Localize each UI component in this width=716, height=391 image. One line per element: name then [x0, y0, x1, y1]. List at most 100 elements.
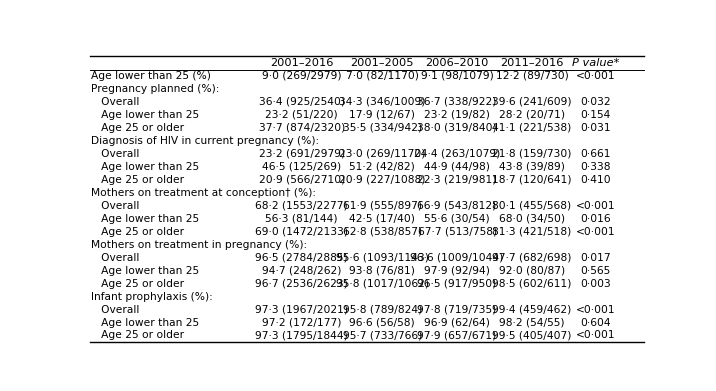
- Text: 42·5 (17/40): 42·5 (17/40): [349, 214, 415, 224]
- Text: 68·2 (1553/2277): 68·2 (1553/2277): [256, 201, 348, 211]
- Text: 96·9 (62/64): 96·9 (62/64): [424, 317, 490, 328]
- Text: 18·7 (120/641): 18·7 (120/641): [493, 175, 572, 185]
- Text: 28·2 (20/71): 28·2 (20/71): [499, 110, 565, 120]
- Text: 61·9 (555/897): 61·9 (555/897): [343, 201, 422, 211]
- Text: 96·6 (56/58): 96·6 (56/58): [349, 317, 415, 328]
- Text: Age 25 or older: Age 25 or older: [91, 175, 184, 185]
- Text: <0·001: <0·001: [576, 227, 616, 237]
- Text: 56·3 (81/144): 56·3 (81/144): [266, 214, 338, 224]
- Text: Mothers on treatment at conception† (%):: Mothers on treatment at conception† (%):: [91, 188, 316, 198]
- Text: 55·6 (30/54): 55·6 (30/54): [425, 214, 490, 224]
- Text: 93·8 (76/81): 93·8 (76/81): [349, 265, 415, 276]
- Text: 96·5 (2784/2885): 96·5 (2784/2885): [256, 253, 348, 263]
- Text: 96·5 (917/950): 96·5 (917/950): [417, 278, 497, 289]
- Text: 80·1 (455/568): 80·1 (455/568): [493, 201, 571, 211]
- Text: Overall: Overall: [91, 149, 139, 159]
- Text: 23·0 (269/1170): 23·0 (269/1170): [339, 149, 425, 159]
- Text: 51·2 (42/82): 51·2 (42/82): [349, 162, 415, 172]
- Text: Age 25 or older: Age 25 or older: [91, 227, 184, 237]
- Text: Age lower than 25: Age lower than 25: [91, 317, 199, 328]
- Text: 35·5 (334/942): 35·5 (334/942): [343, 123, 422, 133]
- Text: 12·2 (89/730): 12·2 (89/730): [495, 71, 569, 81]
- Text: 98·2 (54/55): 98·2 (54/55): [499, 317, 565, 328]
- Text: 0·003: 0·003: [581, 278, 611, 289]
- Text: Overall: Overall: [91, 97, 139, 107]
- Text: 38·0 (319/840): 38·0 (319/840): [417, 123, 497, 133]
- Text: Age lower than 25: Age lower than 25: [91, 162, 199, 172]
- Text: 2001–2005: 2001–2005: [350, 58, 414, 68]
- Text: 9·0 (269/2979): 9·0 (269/2979): [262, 71, 342, 81]
- Text: <0·001: <0·001: [576, 71, 616, 81]
- Text: Age lower than 25: Age lower than 25: [91, 214, 199, 224]
- Text: 95·8 (1017/1062): 95·8 (1017/1062): [336, 278, 429, 289]
- Text: 36·7 (338/922): 36·7 (338/922): [417, 97, 497, 107]
- Text: 0·338: 0·338: [581, 162, 611, 172]
- Text: 96·7 (2536/2623): 96·7 (2536/2623): [256, 278, 348, 289]
- Text: 0·016: 0·016: [581, 214, 611, 224]
- Text: <0·001: <0·001: [576, 330, 616, 341]
- Text: 39·6 (241/609): 39·6 (241/609): [493, 97, 572, 107]
- Text: Pregnancy planned (%):: Pregnancy planned (%):: [91, 84, 219, 94]
- Text: 2006–2010: 2006–2010: [425, 58, 489, 68]
- Text: 66·9 (543/812): 66·9 (543/812): [417, 201, 497, 211]
- Text: 20·9 (227/1088): 20·9 (227/1088): [339, 175, 425, 185]
- Text: Age 25 or older: Age 25 or older: [91, 278, 184, 289]
- Text: 0·661: 0·661: [581, 149, 611, 159]
- Text: 98·5 (602/611): 98·5 (602/611): [493, 278, 571, 289]
- Text: 97·2 (172/177): 97·2 (172/177): [262, 317, 342, 328]
- Text: 7·0 (82/1170): 7·0 (82/1170): [346, 71, 419, 81]
- Text: 97·3 (1967/2021): 97·3 (1967/2021): [255, 305, 348, 314]
- Text: 0·154: 0·154: [581, 110, 611, 120]
- Text: 92·0 (80/87): 92·0 (80/87): [499, 265, 565, 276]
- Text: Overall: Overall: [91, 305, 139, 314]
- Text: <0·001: <0·001: [576, 305, 616, 314]
- Text: Age lower than 25: Age lower than 25: [91, 110, 199, 120]
- Text: Overall: Overall: [91, 253, 139, 263]
- Text: Overall: Overall: [91, 201, 139, 211]
- Text: 46·5 (125/269): 46·5 (125/269): [262, 162, 342, 172]
- Text: 37·7 (874/2320): 37·7 (874/2320): [258, 123, 345, 133]
- Text: 17·9 (12/67): 17·9 (12/67): [349, 110, 415, 120]
- Text: <0·001: <0·001: [576, 201, 616, 211]
- Text: 44·9 (44/98): 44·9 (44/98): [424, 162, 490, 172]
- Text: 69·0 (1472/2133): 69·0 (1472/2133): [255, 227, 348, 237]
- Text: 22·3 (219/981): 22·3 (219/981): [417, 175, 497, 185]
- Text: 97·9 (92/94): 97·9 (92/94): [424, 265, 490, 276]
- Text: 0·032: 0·032: [581, 97, 611, 107]
- Text: 41·1 (221/538): 41·1 (221/538): [493, 123, 571, 133]
- Text: Age 25 or older: Age 25 or older: [91, 123, 184, 133]
- Text: 62·8 (538/857): 62·8 (538/857): [343, 227, 422, 237]
- Text: 0·565: 0·565: [581, 265, 611, 276]
- Text: 96·6 (1009/1044): 96·6 (1009/1044): [410, 253, 504, 263]
- Text: 97·7 (682/698): 97·7 (682/698): [493, 253, 571, 263]
- Text: 23·2 (19/82): 23·2 (19/82): [424, 110, 490, 120]
- Text: 23·2 (691/2979): 23·2 (691/2979): [258, 149, 345, 159]
- Text: Age 25 or older: Age 25 or older: [91, 330, 184, 341]
- Text: 67·7 (513/758): 67·7 (513/758): [417, 227, 497, 237]
- Text: 34·3 (346/1009): 34·3 (346/1009): [339, 97, 425, 107]
- Text: 21·8 (159/730): 21·8 (159/730): [493, 149, 571, 159]
- Text: 99·4 (459/462): 99·4 (459/462): [493, 305, 571, 314]
- Text: 2001–2016: 2001–2016: [270, 58, 334, 68]
- Text: P value*: P value*: [572, 58, 619, 68]
- Text: 94·7 (248/262): 94·7 (248/262): [262, 265, 342, 276]
- Text: Age lower than 25: Age lower than 25: [91, 265, 199, 276]
- Text: 97·3 (1795/1844): 97·3 (1795/1844): [256, 330, 348, 341]
- Text: 43·8 (39/89): 43·8 (39/89): [499, 162, 565, 172]
- Text: Age lower than 25 (%): Age lower than 25 (%): [91, 71, 211, 81]
- Text: Mothers on treatment in pregnancy (%):: Mothers on treatment in pregnancy (%):: [91, 240, 306, 250]
- Text: Infant prophylaxis (%):: Infant prophylaxis (%):: [91, 292, 213, 301]
- Text: 99·5 (405/407): 99·5 (405/407): [493, 330, 571, 341]
- Text: 23·2 (51/220): 23·2 (51/220): [266, 110, 338, 120]
- Text: 0·604: 0·604: [581, 317, 611, 328]
- Text: 20·9 (566/2710): 20·9 (566/2710): [258, 175, 345, 185]
- Text: 0·031: 0·031: [581, 123, 611, 133]
- Text: 24·4 (263/1079): 24·4 (263/1079): [414, 149, 500, 159]
- Text: 0·410: 0·410: [581, 175, 611, 185]
- Text: 97·8 (719/735): 97·8 (719/735): [417, 305, 497, 314]
- Text: 68·0 (34/50): 68·0 (34/50): [499, 214, 565, 224]
- Text: 95·6 (1093/1143): 95·6 (1093/1143): [336, 253, 429, 263]
- Text: Diagnosis of HIV in current pregnancy (%):: Diagnosis of HIV in current pregnancy (%…: [91, 136, 319, 146]
- Text: 95·7 (733/766): 95·7 (733/766): [342, 330, 422, 341]
- Text: 97·9 (657/671): 97·9 (657/671): [417, 330, 497, 341]
